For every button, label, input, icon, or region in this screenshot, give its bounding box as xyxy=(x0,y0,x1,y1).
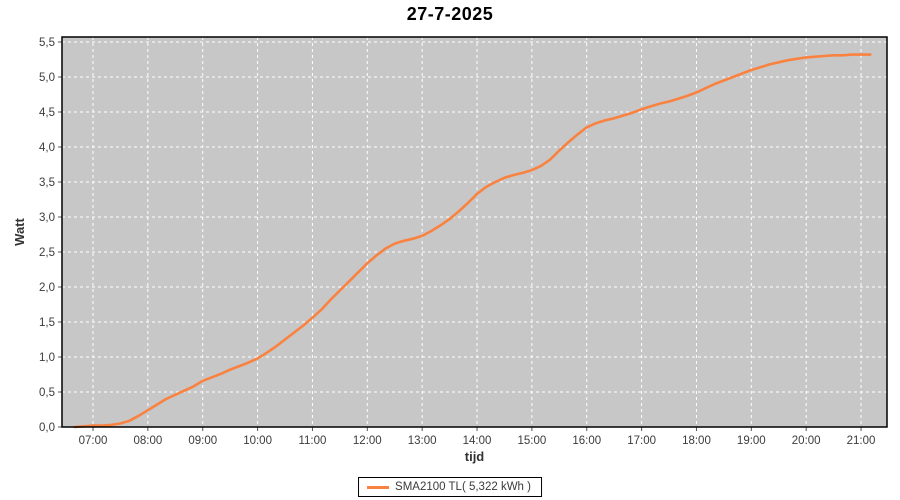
legend: SMA2100 TL( 5,322 kWh ) xyxy=(358,477,542,497)
y-tick-label: 4,0 xyxy=(39,142,55,154)
x-tick-label: 12:00 xyxy=(353,435,382,447)
y-tick-label: 1,5 xyxy=(39,317,55,329)
x-tick-label: 18:00 xyxy=(682,435,711,447)
x-tick-label: 19:00 xyxy=(737,435,766,447)
y-tick-label: 3,0 xyxy=(39,212,55,224)
y-tick-label: 0,5 xyxy=(39,387,55,399)
x-tick-label: 13:00 xyxy=(408,435,437,447)
x-tick-label: 09:00 xyxy=(188,435,217,447)
series-line xyxy=(73,53,872,429)
chart-canvas: 0,0 0,5 1,0 1,5 2,0 2,5 3,0 3,5 4,0 4,5 5,0 5,5 07:0… xyxy=(12,36,888,464)
plot-border xyxy=(61,36,888,428)
x-tick-label: 21:00 xyxy=(847,435,876,447)
legend-line-swatch xyxy=(367,485,390,489)
y-tick-label: 0,0 xyxy=(39,422,55,434)
y-tick-label: 3,5 xyxy=(39,177,55,189)
chart-title: 27-7-2025 xyxy=(406,4,494,24)
x-tick-label: 14:00 xyxy=(463,435,492,447)
y-tick-label: 5,0 xyxy=(39,72,55,84)
plot-area xyxy=(62,37,887,427)
x-tick-label: 10:00 xyxy=(243,435,272,447)
x-tick-label: 07:00 xyxy=(79,435,108,447)
y-tick-label: 2,0 xyxy=(39,282,55,294)
y-tick-label: 4,5 xyxy=(39,107,55,119)
x-tick-label: 17:00 xyxy=(627,435,656,447)
y-axis-title: Watt xyxy=(12,217,27,245)
y-tick-label: 5,5 xyxy=(39,37,55,49)
x-axis-title: tijd xyxy=(465,449,485,464)
x-tick-label: 08:00 xyxy=(133,435,162,447)
x-tick-label: 15:00 xyxy=(517,435,546,447)
x-tick-label: 20:00 xyxy=(792,435,821,447)
legend-label: SMA2100 TL( 5,322 kWh ) xyxy=(395,481,531,493)
x-tick-label: 16:00 xyxy=(572,435,601,447)
y-tick-label: 1,0 xyxy=(39,352,55,364)
x-tick-label: 11:00 xyxy=(298,435,326,447)
y-tick-label: 2,5 xyxy=(39,247,55,259)
